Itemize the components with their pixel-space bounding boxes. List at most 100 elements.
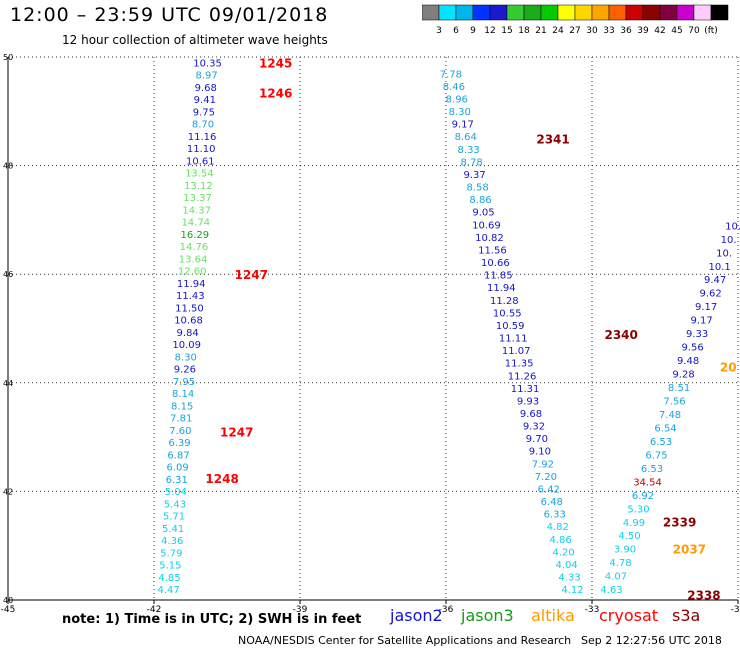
wave-height-value: 9.10	[529, 447, 551, 458]
x-tick-label: -42	[147, 605, 162, 615]
wave-height-value: 14.37	[182, 205, 211, 216]
time-label: 2338	[687, 589, 720, 603]
wave-height-value: 8.97	[195, 71, 217, 82]
wave-height-value: 4.04	[555, 560, 577, 571]
wave-height-value: 7.60	[169, 426, 191, 437]
wave-height-value: 6.33	[544, 510, 566, 521]
wave-height-value: 9.56	[681, 343, 703, 354]
wave-height-value: 11.85	[484, 271, 513, 282]
time-label: 2340	[604, 328, 637, 342]
wave-height-value: 7.20	[535, 472, 557, 483]
wave-height-value: 10.	[725, 221, 740, 232]
wave-height-value: 9.70	[526, 434, 548, 445]
wave-height-value: 4.99	[623, 518, 645, 529]
legend-jason3: jason3	[461, 606, 514, 625]
wave-height-value: 8.78	[461, 157, 483, 168]
x-tick-label: -39	[293, 605, 308, 615]
wave-height-value: 4.12	[561, 585, 583, 596]
chart-title: 12:00 – 23:59 UTC 09/01/2018	[10, 4, 329, 26]
wave-height-value: 10.69	[472, 220, 501, 231]
legend-label: 30	[586, 26, 598, 36]
time-label: 1246	[259, 86, 292, 100]
wave-height-value: 10.1	[708, 262, 730, 273]
legend-label: 42	[654, 26, 665, 36]
wave-height-value: 8.58	[466, 183, 488, 194]
y-tick-label: 46	[3, 270, 13, 279]
wave-height-value: 5.79	[160, 548, 182, 559]
time-label: 1248	[205, 472, 238, 486]
wave-height-value: 4.20	[552, 547, 574, 558]
wave-height-value: 9.62	[699, 289, 721, 300]
wave-height-value: 11.94	[487, 283, 516, 294]
time-label: 2339	[663, 515, 696, 529]
wave-height-value: 8.30	[449, 107, 471, 118]
y-tick-label: 48	[3, 162, 13, 171]
wave-height-value: 5.71	[163, 512, 185, 523]
wave-height-value: 10.35	[193, 58, 222, 69]
wave-height-value: 14.76	[180, 242, 209, 253]
legend-label: 39	[637, 26, 649, 36]
wave-height-value: 10.61	[186, 156, 215, 167]
wave-height-value: 9.17	[452, 120, 474, 131]
wave-height-value: 34.54	[633, 477, 662, 488]
wave-height-value: 12.60	[178, 267, 207, 278]
wave-height-value: 6.53	[641, 464, 663, 475]
wave-height-value: 4.07	[605, 572, 627, 583]
wave-height-value: 9.32	[523, 422, 545, 433]
wave-height-value: 7.95	[173, 377, 195, 388]
time-label: 1247	[235, 268, 268, 282]
wave-height-value: 4.85	[158, 573, 180, 584]
wave-height-value: 9.28	[672, 370, 694, 381]
wave-height-value: 8.70	[192, 120, 214, 131]
legend-s3a: s3a	[672, 606, 701, 625]
legend-altika: altika	[531, 606, 575, 625]
wave-height-value: 7.81	[170, 414, 192, 425]
wave-height-value: 11.35	[505, 359, 534, 370]
wave-height-value: 9.84	[176, 328, 198, 339]
wave-height-value: 6.87	[167, 450, 189, 461]
wave-height-value: 7.78	[440, 69, 462, 80]
wave-height-value: 10.59	[496, 321, 525, 332]
time-label: 20	[720, 361, 737, 375]
legend-label: 21	[535, 26, 546, 36]
y-tick-label: 44	[3, 379, 13, 388]
wave-height-value: 9.48	[677, 356, 699, 367]
wave-height-value: 6.92	[632, 491, 654, 502]
footer-note: note: 1) Time is in UTC; 2) SWH is in fe…	[62, 612, 362, 627]
wave-height-value: 6.09	[167, 463, 189, 474]
time-label: 2341	[536, 132, 569, 146]
wave-height-value: 10.68	[174, 316, 203, 327]
legend-jason2: jason2	[390, 606, 443, 625]
legend-label: 45	[671, 26, 682, 36]
legend-label: 24	[552, 26, 564, 36]
wave-height-value: 10.	[721, 235, 737, 246]
x-tick-label: -30	[731, 605, 740, 615]
legend-label: 70	[688, 26, 700, 36]
wave-height-value: 9.05	[472, 208, 494, 219]
color-legend: 3 6 9 12 15 18 21 24 27 30 33 36 39 42 45 70 (ft)	[422, 4, 729, 36]
chart-subtitle: 12 hour collection of altimeter wave hei…	[62, 33, 328, 47]
legend-label: 6	[453, 26, 459, 36]
legend-label: 12	[484, 26, 495, 36]
time-label: 2037	[673, 542, 706, 556]
wave-height-value: 11.56	[478, 245, 507, 256]
wave-height-value: 4.47	[157, 585, 179, 596]
wave-height-value: 4.36	[161, 536, 183, 547]
wave-height-value: 13.64	[179, 254, 208, 265]
wave-height-value: 10.82	[475, 233, 504, 244]
legend-swatch	[710, 4, 729, 21]
wave-height-value: 10.09	[172, 340, 201, 351]
wave-height-value: 4.50	[618, 531, 640, 542]
wave-height-value: 9.33	[686, 329, 708, 340]
wave-height-value: 9.47	[704, 275, 726, 286]
wave-height-value: 6.42	[538, 484, 560, 495]
wave-height-value: 10.	[716, 248, 732, 259]
credit-text: NOAA/NESDIS Center for Satellite Applica…	[238, 634, 572, 647]
timestamp-text: Sep 2 12:27:56 UTC 2018	[581, 634, 722, 647]
wave-height-value: 14.74	[181, 218, 210, 229]
wave-height-value: 9.17	[690, 316, 712, 327]
legend-label: 3	[436, 26, 442, 36]
legend-label: 18	[518, 26, 530, 36]
wave-height-value: 5.43	[164, 499, 186, 510]
